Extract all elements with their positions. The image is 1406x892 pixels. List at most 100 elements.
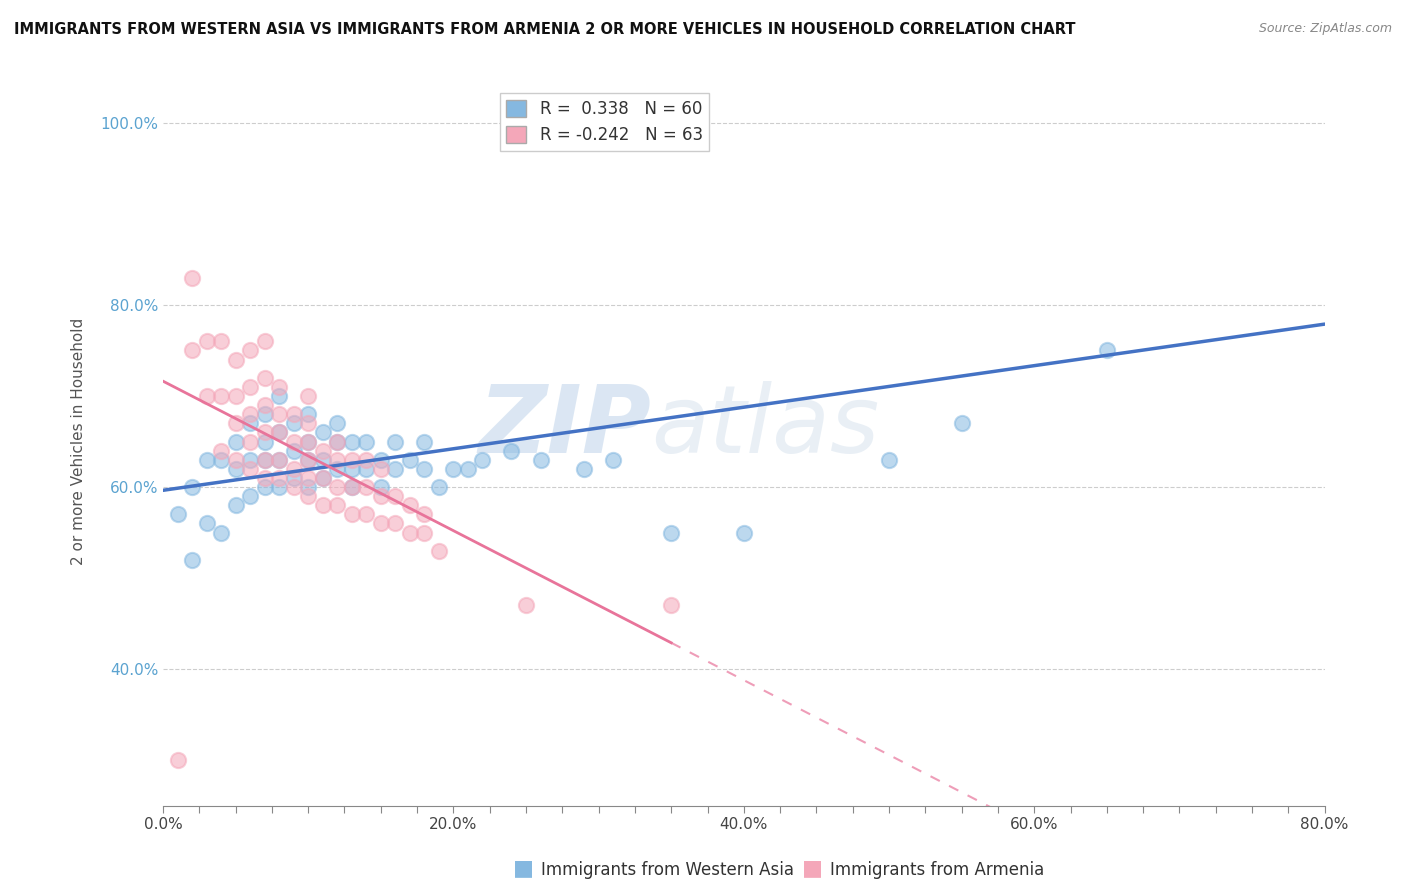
Point — [253, 471, 276, 485]
Point — [283, 434, 305, 449]
Point — [181, 480, 204, 494]
Point — [209, 334, 232, 349]
Point — [659, 599, 682, 613]
Point — [253, 334, 276, 349]
Point — [312, 425, 335, 440]
Point — [356, 508, 378, 522]
Point — [572, 462, 595, 476]
Point — [326, 452, 349, 467]
Point — [340, 452, 363, 467]
Point — [239, 380, 262, 394]
Point — [1343, 116, 1365, 130]
Text: ■: ■ — [513, 859, 534, 879]
Point — [225, 498, 247, 512]
Point — [340, 480, 363, 494]
Point — [326, 417, 349, 431]
Point — [239, 489, 262, 503]
Point — [269, 452, 291, 467]
Point — [427, 543, 450, 558]
Point — [297, 389, 319, 403]
Point — [269, 425, 291, 440]
Point — [326, 462, 349, 476]
Point — [312, 443, 335, 458]
Point — [269, 480, 291, 494]
Point — [239, 417, 262, 431]
Point — [340, 434, 363, 449]
Point — [1095, 343, 1118, 358]
Point — [312, 471, 335, 485]
Point — [340, 462, 363, 476]
Text: ■: ■ — [801, 859, 823, 879]
Point — [253, 371, 276, 385]
Point — [283, 417, 305, 431]
Point — [269, 425, 291, 440]
Point — [398, 525, 420, 540]
Point — [297, 452, 319, 467]
Point — [297, 407, 319, 421]
Point — [239, 343, 262, 358]
Point — [659, 525, 682, 540]
Point — [181, 270, 204, 285]
Point — [370, 452, 392, 467]
Point — [283, 407, 305, 421]
Point — [398, 452, 420, 467]
Point — [356, 434, 378, 449]
Point — [269, 407, 291, 421]
Point — [225, 462, 247, 476]
Point — [384, 516, 406, 531]
Point — [356, 462, 378, 476]
Point — [413, 462, 436, 476]
Point — [356, 480, 378, 494]
Text: Immigrants from Western Asia: Immigrants from Western Asia — [541, 861, 794, 879]
Point — [602, 452, 624, 467]
Point — [269, 452, 291, 467]
Point — [269, 380, 291, 394]
Point — [312, 471, 335, 485]
Point — [384, 434, 406, 449]
Legend: R =  0.338   N = 60, R = -0.242   N = 63: R = 0.338 N = 60, R = -0.242 N = 63 — [499, 93, 709, 151]
Text: IMMIGRANTS FROM WESTERN ASIA VS IMMIGRANTS FROM ARMENIA 2 OR MORE VEHICLES IN HO: IMMIGRANTS FROM WESTERN ASIA VS IMMIGRAN… — [14, 22, 1076, 37]
Point — [195, 516, 218, 531]
Point — [529, 452, 551, 467]
Point — [326, 434, 349, 449]
Point — [340, 480, 363, 494]
Point — [384, 489, 406, 503]
Point — [384, 462, 406, 476]
Point — [209, 389, 232, 403]
Point — [283, 480, 305, 494]
Point — [326, 434, 349, 449]
Point — [370, 516, 392, 531]
Point — [950, 417, 973, 431]
Point — [297, 434, 319, 449]
Point — [733, 525, 755, 540]
Point — [181, 553, 204, 567]
Point — [441, 462, 464, 476]
Point — [283, 462, 305, 476]
Point — [239, 452, 262, 467]
Text: ZIP: ZIP — [478, 381, 651, 473]
Point — [225, 434, 247, 449]
Point — [195, 334, 218, 349]
Point — [326, 498, 349, 512]
Point — [225, 417, 247, 431]
Point — [326, 480, 349, 494]
Point — [195, 452, 218, 467]
Point — [501, 443, 523, 458]
Point — [515, 599, 537, 613]
Point — [253, 434, 276, 449]
Point — [166, 508, 188, 522]
Point — [340, 508, 363, 522]
Point — [471, 452, 494, 467]
Point — [181, 343, 204, 358]
Point — [253, 398, 276, 412]
Point — [253, 425, 276, 440]
Point — [398, 498, 420, 512]
Point — [225, 452, 247, 467]
Point — [413, 525, 436, 540]
Text: Source: ZipAtlas.com: Source: ZipAtlas.com — [1258, 22, 1392, 36]
Point — [239, 462, 262, 476]
Point — [297, 434, 319, 449]
Point — [370, 480, 392, 494]
Point — [457, 462, 479, 476]
Point — [209, 525, 232, 540]
